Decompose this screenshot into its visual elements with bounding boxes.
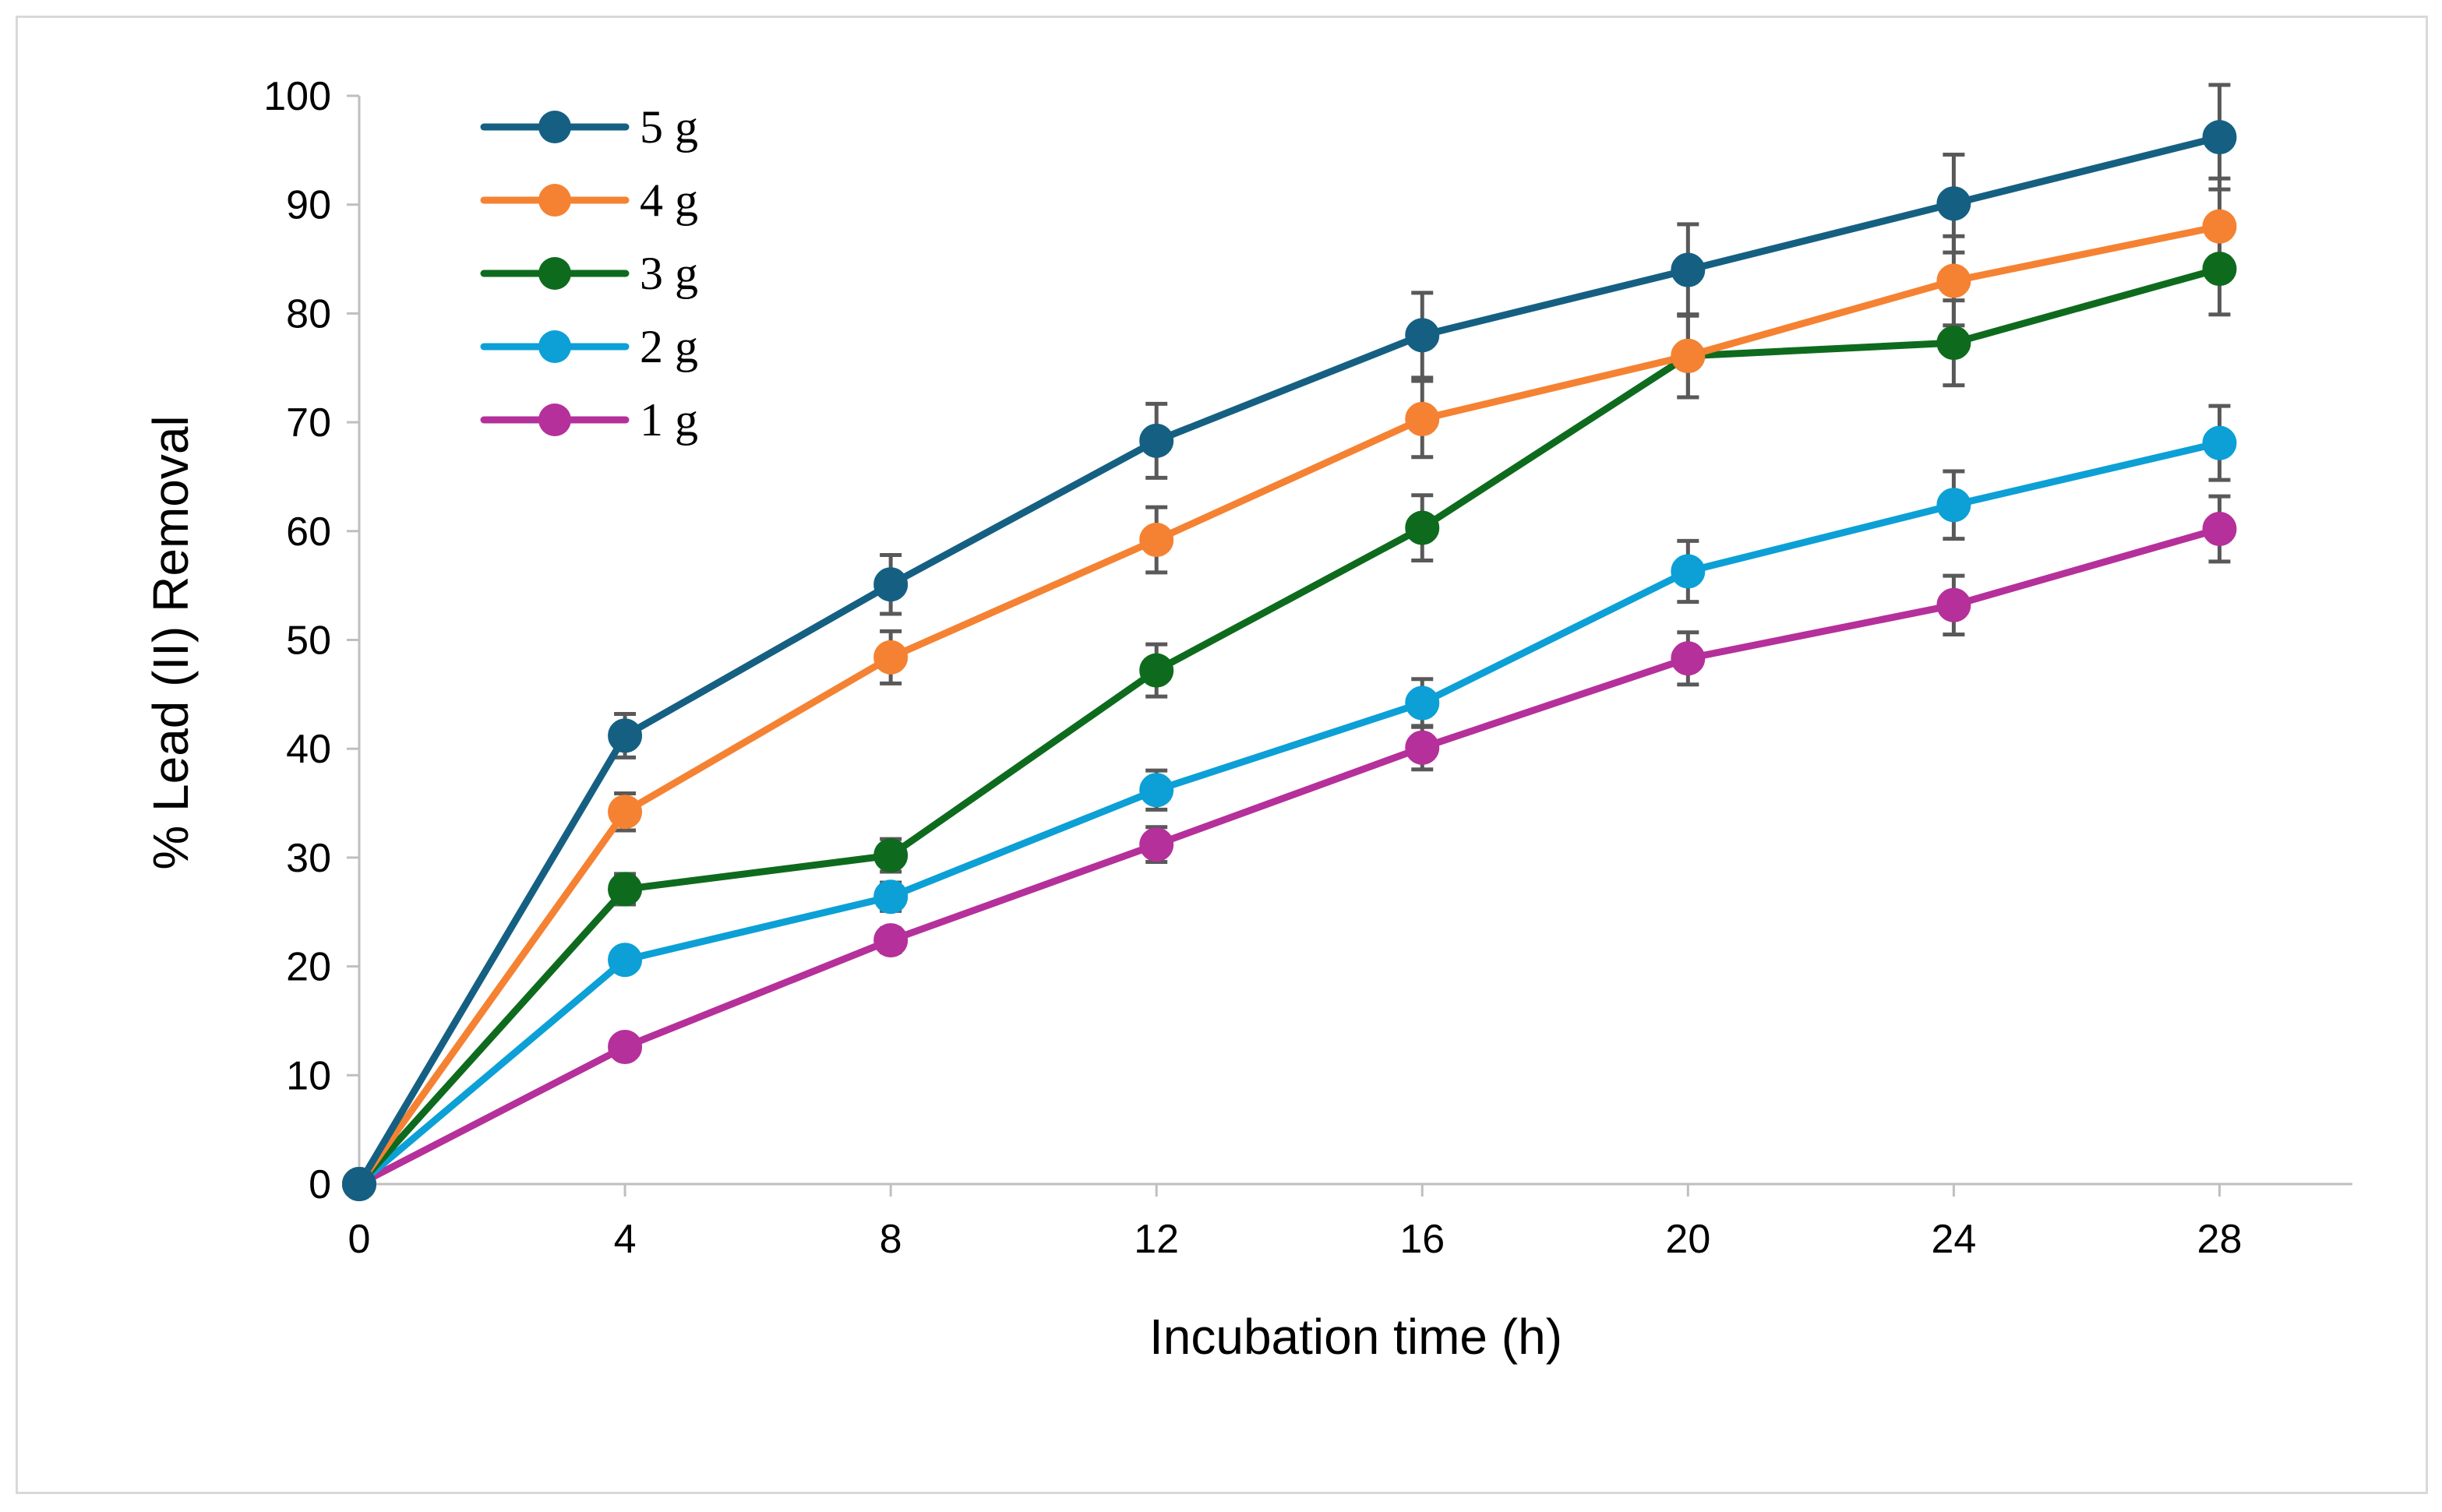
legend-label: 4 g (640, 174, 698, 226)
y-tick-label: 100 (263, 74, 331, 119)
data-point (873, 567, 909, 602)
x-axis-title: Incubation time (h) (1149, 1309, 1562, 1365)
series-line (355, 223, 2223, 1188)
data-point (608, 718, 643, 753)
data-point (1139, 827, 1174, 862)
data-point (608, 872, 643, 907)
y-tick-label: 60 (286, 509, 331, 555)
data-point (1936, 488, 1971, 523)
y-tick-label: 50 (286, 619, 331, 664)
data-point (2202, 209, 2237, 244)
series-line (355, 133, 2223, 1188)
data-point (1671, 338, 1706, 373)
data-point (1405, 401, 1440, 436)
legend-marker (538, 184, 571, 217)
data-point (2202, 120, 2237, 155)
data-point (1405, 686, 1440, 721)
y-axis-tick-labels: 0 10 20 30 40 50 60 70 80 90 100 (263, 74, 331, 1207)
axes (347, 94, 2352, 1197)
data-point (2202, 252, 2237, 287)
legend-label: 3 g (640, 248, 698, 299)
x-tick-label: 20 (1665, 1217, 1710, 1262)
data-point (2202, 512, 2237, 547)
data-point (1139, 773, 1174, 808)
data-point (608, 795, 643, 830)
y-tick-label: 30 (286, 836, 331, 881)
legend-marker (538, 257, 571, 290)
series-line (355, 439, 2223, 1188)
data-point (1671, 252, 1706, 287)
data-point (1405, 510, 1440, 545)
series-line (355, 525, 2223, 1188)
legend-marker (538, 111, 571, 143)
x-tick-label: 8 (880, 1217, 902, 1262)
line-chart: 0 10 20 30 40 50 60 70 80 90 100 0 4 8 12 16 20 24 28 5 g… (143, 74, 2352, 1365)
data-point (1936, 326, 1971, 361)
data-point (873, 640, 909, 675)
x-axis-tick-labels: 0 4 8 12 16 20 24 28 (348, 1217, 2243, 1262)
series-line (355, 265, 2223, 1188)
x-tick-label: 12 (1134, 1217, 1179, 1262)
y-tick-label: 90 (286, 183, 331, 228)
legend: 5 g 4 g 3 g 2 g 1 g (480, 101, 698, 446)
data-point (1936, 263, 1971, 298)
data-point (873, 838, 909, 873)
data-point (2202, 425, 2237, 460)
y-tick-label: 70 (286, 400, 331, 446)
series-markers (342, 120, 2237, 1201)
legend-marker (538, 404, 571, 436)
data-point (1671, 554, 1706, 589)
legend-marker (538, 330, 571, 363)
legend-label: 5 g (640, 101, 698, 153)
y-tick-label: 80 (286, 291, 331, 337)
legend-label: 2 g (640, 321, 698, 372)
data-point (1139, 653, 1174, 688)
x-tick-label: 28 (2197, 1217, 2243, 1262)
x-tick-label: 0 (348, 1217, 371, 1262)
data-point (1936, 587, 1971, 622)
data-point (873, 879, 909, 915)
y-tick-label: 10 (286, 1053, 331, 1098)
data-point (1936, 186, 1971, 221)
y-axis-title: % Lead (II) Removal (143, 415, 199, 869)
x-tick-label: 16 (1399, 1217, 1445, 1262)
data-point (1405, 318, 1440, 353)
y-tick-label: 0 (309, 1162, 331, 1207)
data-point (1405, 730, 1440, 765)
data-point (1139, 522, 1174, 557)
series-lines (355, 133, 2223, 1188)
y-tick-label: 20 (286, 945, 331, 990)
legend-label: 1 g (640, 394, 698, 446)
data-point (1139, 423, 1174, 458)
x-tick-label: 24 (1931, 1217, 1976, 1262)
chart-frame: 0 10 20 30 40 50 60 70 80 90 100 0 4 8 12 16 20 24 28 5 g… (16, 16, 2428, 1494)
data-point (608, 1029, 643, 1064)
data-point (342, 1167, 376, 1201)
x-tick-label: 4 (614, 1217, 637, 1262)
data-point (1671, 641, 1706, 676)
data-point (873, 923, 909, 958)
data-point (608, 943, 643, 978)
y-tick-label: 40 (286, 727, 331, 772)
